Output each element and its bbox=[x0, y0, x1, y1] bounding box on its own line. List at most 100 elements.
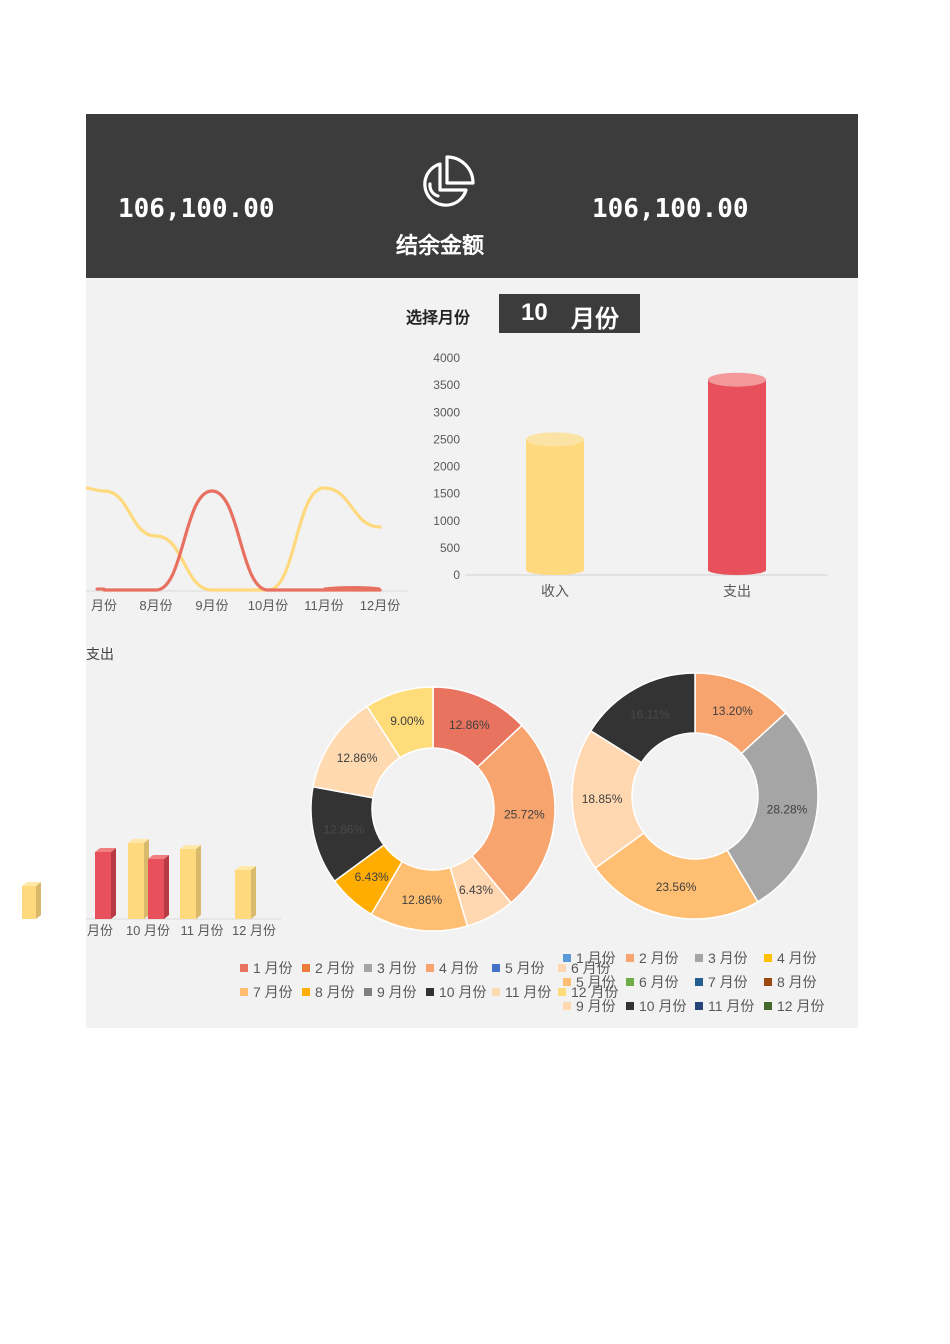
income-expense-bar-chart: 0 500 1000 1500 2000 2500 3000 3500 4000 收入 支出 bbox=[433, 351, 828, 599]
legend-item: 5 月份 bbox=[563, 972, 616, 992]
legend-item: 7 月份 bbox=[695, 972, 748, 992]
monthly-bar-6 bbox=[235, 866, 256, 919]
expense-donut-slice-3 bbox=[594, 831, 759, 920]
legend-item: 9 月份 bbox=[563, 996, 616, 1016]
legend-swatch bbox=[764, 1002, 772, 1010]
legend-swatch bbox=[426, 964, 434, 972]
monthly-bar-x-tick-label: 11 月份 bbox=[180, 923, 223, 938]
legend-label: 6 月份 bbox=[571, 960, 611, 976]
legend-label: 7 月份 bbox=[253, 984, 293, 1000]
expense-donut-slice-label: 28.28% bbox=[767, 803, 808, 817]
legend-label: 2 月份 bbox=[315, 960, 355, 976]
line-x-tick-label: 8月份 bbox=[139, 598, 172, 613]
legend-item: 6 月份 bbox=[558, 958, 611, 978]
bar-y-tick-label: 2000 bbox=[433, 460, 460, 474]
legend-label: 2 月份 bbox=[639, 950, 679, 966]
expense-donut-slice-label: 18.85% bbox=[582, 792, 623, 806]
expense-side-label: 支出 bbox=[86, 646, 114, 662]
legend-item: 7 月份 bbox=[240, 982, 293, 1002]
expense-donut-slice-label: 13.20% bbox=[712, 704, 753, 718]
legend-label: 12 月份 bbox=[571, 984, 619, 1000]
cylinder-bar-2 bbox=[708, 372, 766, 575]
legend-item: 8 月份 bbox=[302, 982, 355, 1002]
legend-item: 4 月份 bbox=[426, 958, 479, 978]
legend-label: 4 月份 bbox=[777, 950, 817, 966]
legend-item: 11 月份 bbox=[492, 982, 551, 1002]
month-selector[interactable]: 10 月份 bbox=[499, 294, 640, 333]
income-donut-slice-label: 6.43% bbox=[459, 883, 493, 897]
monthly-bar-x-tick-label: 12 月份 bbox=[232, 923, 276, 938]
monthly-bar-4 bbox=[148, 855, 169, 919]
legend-item: 5 月份 bbox=[492, 958, 545, 978]
month-selector-label: 选择月份 bbox=[406, 310, 471, 327]
legend-item: 12 月份 bbox=[558, 982, 618, 1002]
income-donut-slice-label: 12.86% bbox=[323, 822, 364, 836]
bar-y-tick-label: 500 bbox=[440, 541, 460, 555]
line-x-tick-label: 月份 bbox=[91, 598, 117, 613]
legend-label: 10 月份 bbox=[439, 984, 487, 1000]
bar-x-tick-label: 支出 bbox=[723, 583, 751, 599]
legend-label: 9 月份 bbox=[377, 984, 417, 1000]
legend-item: 9 月份 bbox=[364, 982, 417, 1002]
legend-item: 3 月份 bbox=[695, 948, 748, 968]
legend-swatch bbox=[626, 954, 634, 962]
legend-label: 5 月份 bbox=[505, 960, 545, 976]
legend-swatch bbox=[695, 954, 703, 962]
legend-label: 8 月份 bbox=[315, 984, 355, 1000]
monthly-bar-3 bbox=[128, 839, 149, 919]
legend-label: 4 月份 bbox=[439, 960, 479, 976]
legend-swatch bbox=[302, 988, 310, 996]
header-banner: 106,100.00 结余金额 106,100.00 bbox=[86, 114, 858, 278]
bar-y-tick-label: 4000 bbox=[433, 351, 460, 365]
legend-swatch bbox=[364, 964, 372, 972]
legend-item: 4 月份 bbox=[764, 948, 817, 968]
monthly-trend-line-chart: 月份 8月份 9月份 10月份 11月份 12月份 bbox=[86, 486, 408, 613]
income-donut-slice-2 bbox=[470, 724, 556, 904]
legend-swatch bbox=[764, 954, 772, 962]
legend-item: 12 月份 bbox=[764, 996, 824, 1016]
legend-swatch bbox=[492, 964, 500, 972]
legend-item: 1 月份 bbox=[563, 948, 616, 968]
legend-swatch bbox=[426, 988, 434, 996]
legend-label: 5 月份 bbox=[576, 974, 616, 990]
month-selector-value: 10 bbox=[521, 299, 548, 326]
legend-swatch bbox=[302, 964, 310, 972]
income-donut-slice-label: 12.86% bbox=[449, 718, 490, 732]
legend-label: 11 月份 bbox=[708, 998, 755, 1014]
monthly-bar-2 bbox=[95, 848, 116, 919]
legend-item: 11 月份 bbox=[695, 996, 754, 1016]
legend-label: 1 月份 bbox=[576, 950, 616, 966]
legend-swatch bbox=[558, 988, 566, 996]
legend-swatch bbox=[626, 978, 634, 986]
legend-item: 10 月份 bbox=[626, 996, 686, 1016]
legend-label: 12 月份 bbox=[777, 998, 825, 1014]
income-donut-slice-8 bbox=[366, 686, 434, 759]
legend-swatch bbox=[695, 978, 703, 986]
legend-swatch bbox=[563, 954, 571, 962]
amount-right: 106,100.00 bbox=[592, 194, 749, 224]
amount-left: 106,100.00 bbox=[118, 194, 275, 224]
income-donut-slice-label: 12.86% bbox=[401, 893, 442, 907]
line-x-tick-label: 9月份 bbox=[195, 598, 228, 613]
income-donut-chart: 12.86% 25.72% 6.43% 12.86% 6.43% 12.86% 12.86%… bbox=[310, 686, 556, 932]
line-series-2 bbox=[102, 489, 382, 592]
expense-donut-slice-label: 16.11% bbox=[630, 708, 670, 722]
income-donut-legend: 1 月份 2 月份 3 月份 4 月份 5 月份 6 月份 7 月份 8 月份 9 月份 10 月… bbox=[240, 958, 618, 1008]
bar-y-tick-label: 1000 bbox=[433, 514, 460, 528]
legend-label: 6 月份 bbox=[639, 974, 679, 990]
legend-swatch bbox=[563, 1002, 571, 1010]
expense-donut-slice-label: 23.56% bbox=[656, 880, 697, 894]
legend-item: 2 月份 bbox=[626, 948, 679, 968]
income-donut-slice-label: 9.00% bbox=[390, 714, 424, 728]
legend-label: 9 月份 bbox=[576, 998, 616, 1014]
expense-donut-slice-2 bbox=[726, 711, 819, 903]
legend-label: 10 月份 bbox=[639, 998, 687, 1014]
line-x-tick-label: 11月份 bbox=[304, 598, 344, 613]
expense-donut-slice-5 bbox=[589, 672, 696, 764]
legend-swatch bbox=[558, 964, 566, 972]
balance-title: 结余金额 bbox=[395, 233, 484, 258]
legend-label: 7 月份 bbox=[708, 974, 748, 990]
monthly-bar-x-tick-label: 10 月份 bbox=[126, 923, 170, 938]
bar-x-tick-label: 收入 bbox=[541, 583, 569, 599]
legend-item: 10 月份 bbox=[426, 982, 486, 1002]
